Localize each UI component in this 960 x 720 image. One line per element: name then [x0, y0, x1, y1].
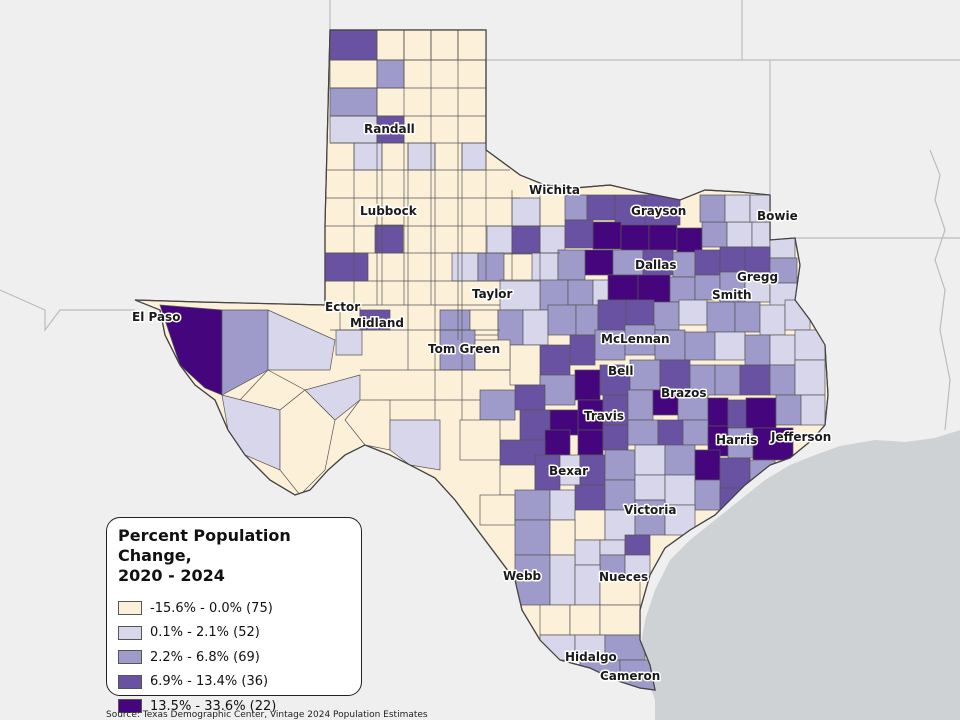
label-travis: Travis [584, 409, 624, 423]
county-labels: Randall Lubbock Wichita Grayson Bowie Da… [131, 121, 833, 685]
label-el-paso: El Paso [132, 310, 180, 324]
legend-item: 0.1% - 2.1% (52) [118, 621, 353, 646]
legend-label: -15.6% - 0.0% (75) [150, 600, 273, 616]
label-grayson: Grayson [631, 204, 686, 218]
legend-label: 13.5% - 33.6% (22) [150, 698, 277, 714]
legend-label: 2.2% - 6.8% (69) [150, 649, 260, 665]
label-harris: Harris [716, 433, 757, 447]
legend-swatch [118, 699, 142, 714]
label-tom-green: Tom Green [428, 342, 500, 356]
label-jefferson: Jefferson [770, 430, 831, 444]
label-ector: Ector [325, 300, 360, 314]
label-lubbock: Lubbock [360, 204, 418, 218]
legend-swatch [118, 674, 142, 689]
county-grid-lines [325, 30, 565, 420]
label-nueces: Nueces [599, 570, 648, 584]
label-cameron: Cameron [600, 669, 660, 683]
label-hidalgo: Hidalgo [565, 650, 617, 664]
label-webb: Webb [503, 569, 542, 583]
legend-swatch [118, 650, 142, 665]
label-wichita: Wichita [529, 183, 580, 197]
texas-border [134, 29, 829, 691]
source-note: Source: Texas Demographic Center, Vintag… [106, 710, 428, 720]
label-bowie: Bowie [757, 209, 798, 223]
map-legend: Percent Population Change, 2020 - 2024 -… [106, 517, 362, 714]
label-taylor: Taylor [472, 287, 513, 301]
legend-item: -15.6% - 0.0% (75) [118, 596, 353, 621]
legend-label: 0.1% - 2.1% (52) [150, 625, 260, 641]
label-gregg: Gregg [737, 270, 778, 284]
legend-swatch [118, 601, 142, 616]
legend-label: 6.9% - 13.4% (36) [150, 674, 269, 690]
label-victoria: Victoria [624, 503, 676, 517]
gulf-of-mexico [640, 430, 960, 720]
label-smith: Smith [712, 288, 752, 302]
legend-title-line2: 2020 - 2024 [118, 566, 225, 585]
county-fills [159, 30, 826, 690]
label-dallas: Dallas [635, 258, 677, 272]
label-randall: Randall [364, 122, 415, 136]
label-bell: Bell [608, 364, 634, 378]
label-brazos: Brazos [661, 386, 707, 400]
legend-item: 13.5% - 33.6% (22) [118, 694, 353, 719]
legend-title: Percent Population Change, 2020 - 2024 [118, 526, 353, 586]
legend-title-line1: Percent Population Change, [118, 526, 291, 565]
label-mclennan: McLennan [601, 332, 670, 346]
label-midland: Midland [350, 316, 404, 330]
label-bexar: Bexar [549, 464, 588, 478]
legend-item: 6.9% - 13.4% (36) [118, 670, 353, 695]
legend-swatch [118, 625, 142, 640]
legend-item: 2.2% - 6.8% (69) [118, 645, 353, 670]
